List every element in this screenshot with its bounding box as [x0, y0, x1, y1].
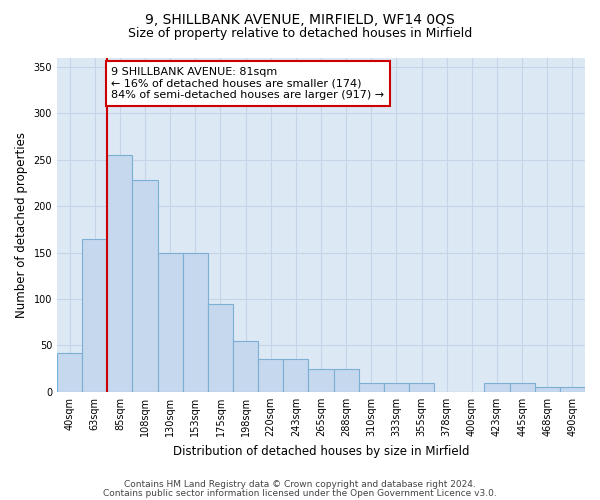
Bar: [158, 252, 183, 392]
Y-axis label: Number of detached properties: Number of detached properties: [15, 132, 28, 318]
Bar: [183, 252, 208, 392]
Bar: [384, 382, 409, 392]
Bar: [560, 388, 585, 392]
Text: 9, SHILLBANK AVENUE, MIRFIELD, WF14 0QS: 9, SHILLBANK AVENUE, MIRFIELD, WF14 0QS: [145, 12, 455, 26]
Text: Contains public sector information licensed under the Open Government Licence v3: Contains public sector information licen…: [103, 488, 497, 498]
Bar: [57, 353, 82, 392]
Text: 9 SHILLBANK AVENUE: 81sqm
← 16% of detached houses are smaller (174)
84% of semi: 9 SHILLBANK AVENUE: 81sqm ← 16% of detac…: [111, 67, 384, 100]
Text: Contains HM Land Registry data © Crown copyright and database right 2024.: Contains HM Land Registry data © Crown c…: [124, 480, 476, 489]
Bar: [283, 360, 308, 392]
Bar: [409, 382, 434, 392]
Bar: [208, 304, 233, 392]
Bar: [334, 368, 359, 392]
Bar: [484, 382, 509, 392]
Bar: [107, 155, 133, 392]
Bar: [233, 341, 258, 392]
Bar: [308, 368, 334, 392]
Bar: [509, 382, 535, 392]
Bar: [359, 382, 384, 392]
Bar: [82, 238, 107, 392]
Text: Size of property relative to detached houses in Mirfield: Size of property relative to detached ho…: [128, 28, 472, 40]
Bar: [133, 180, 158, 392]
Bar: [535, 388, 560, 392]
Bar: [258, 360, 283, 392]
X-axis label: Distribution of detached houses by size in Mirfield: Distribution of detached houses by size …: [173, 444, 469, 458]
